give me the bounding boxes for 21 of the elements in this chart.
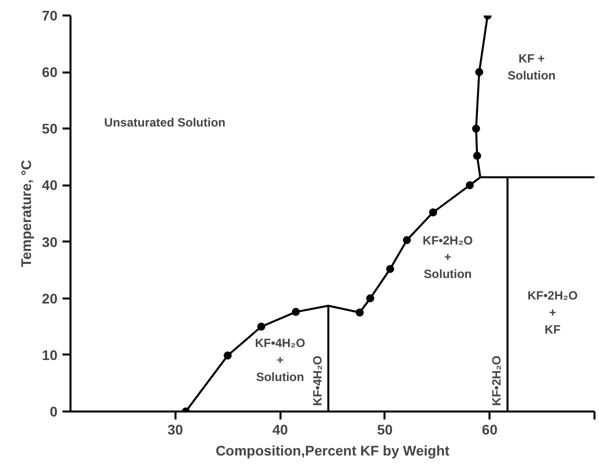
- x-tick-label: 50: [377, 422, 393, 438]
- y-tick-label: 20: [42, 290, 58, 306]
- x-tick-label: 60: [482, 422, 498, 438]
- text: KF•2H₂O: [490, 356, 504, 406]
- annotation: KF•2H₂O + Solution: [422, 233, 473, 281]
- y-tick-label: 0: [50, 404, 58, 420]
- x-axis-title: Composition,Percent KF by Weight: [216, 442, 450, 458]
- y-tick-label: 10: [42, 346, 58, 363]
- annotation: KF•4H₂O + Solution: [255, 336, 306, 384]
- annotation: Unsaturated Solution: [104, 115, 226, 130]
- y-axis-title: Temperature, °C: [18, 160, 34, 268]
- annotation: KF + Solution: [508, 52, 556, 82]
- y-tick-label: 70: [42, 8, 58, 24]
- x-tick-label: 30: [168, 422, 184, 438]
- y-tick-label: 30: [42, 234, 58, 250]
- y-tick-label: 60: [42, 64, 58, 80]
- annotation: KF•2H₂O + KF: [527, 288, 578, 336]
- y-tick-label: 50: [42, 120, 58, 137]
- text: KF•4H₂O: [310, 356, 324, 406]
- y-tick-label: 40: [42, 177, 58, 194]
- x-tick-label: 40: [272, 422, 288, 438]
